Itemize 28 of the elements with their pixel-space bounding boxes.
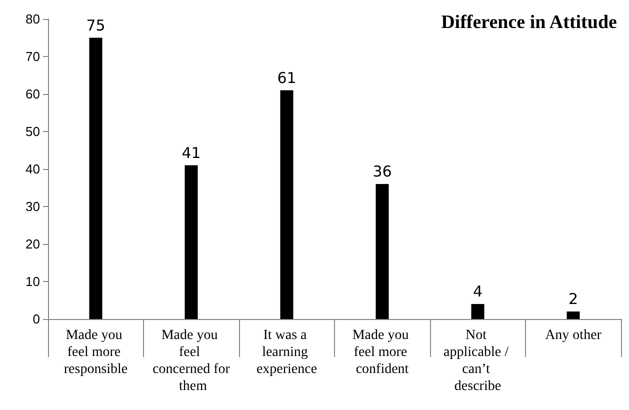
x-tick-label: Made you feel concerned for them	[152, 328, 230, 394]
data-label: 36	[372, 162, 392, 180]
bar	[471, 304, 484, 319]
data-label: 41	[182, 144, 201, 162]
bar	[280, 90, 294, 319]
data-label: 2	[568, 290, 578, 308]
y-tick-label: 60	[26, 86, 40, 102]
y-tick-label: 50	[26, 124, 40, 139]
chart-title: Difference in Attitude	[441, 12, 617, 33]
x-tick-label: Any other	[545, 328, 602, 343]
y-tick-label: 0	[32, 312, 40, 326]
x-tick-label: Made you feel more responsible	[64, 328, 128, 377]
x-tick-label: Not applicable / can’t describe	[444, 328, 512, 394]
y-tick-label: 80	[26, 12, 40, 26]
data-label: 61	[277, 68, 296, 87]
bar	[566, 312, 580, 319]
y-tick-label: 10	[26, 274, 40, 289]
data-label: 4	[472, 282, 483, 300]
bar	[184, 165, 198, 319]
y-tick-label: 30	[26, 199, 40, 214]
data-label: 75	[86, 16, 106, 34]
y-tick-label: 40	[26, 162, 40, 176]
bar	[376, 184, 389, 319]
y-tick-label: 70	[26, 49, 40, 64]
y-tick-label: 20	[26, 236, 40, 252]
bar	[89, 38, 102, 319]
x-tick-label: It was a learning experience	[256, 328, 318, 377]
x-tick-label: Made you feel more confident	[352, 328, 412, 377]
